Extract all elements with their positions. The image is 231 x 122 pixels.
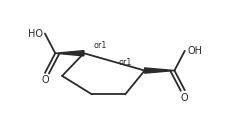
Text: or1: or1	[118, 58, 131, 67]
Text: O: O	[41, 75, 49, 85]
Text: O: O	[180, 93, 188, 103]
Text: OH: OH	[186, 46, 201, 56]
Text: HO: HO	[27, 29, 43, 39]
Polygon shape	[144, 68, 174, 73]
Polygon shape	[55, 51, 84, 56]
Text: or1: or1	[93, 41, 106, 50]
